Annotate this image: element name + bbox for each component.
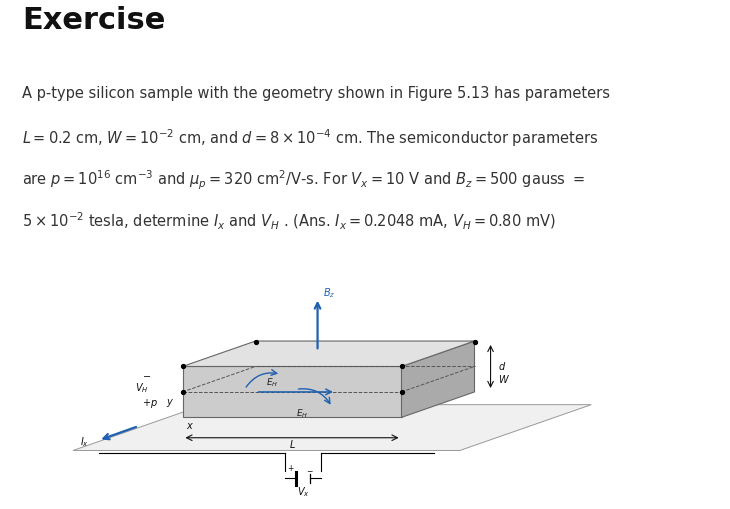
Text: $-$: $-$ bbox=[142, 370, 152, 380]
Text: $L = 0.2$ cm, $W = 10^{-2}$ cm, and $d = 8 \times 10^{-4}$ cm. The semiconductor: $L = 0.2$ cm, $W = 10^{-2}$ cm, and $d =… bbox=[22, 127, 598, 149]
Text: $L$: $L$ bbox=[288, 438, 296, 450]
Text: $x$: $x$ bbox=[186, 420, 194, 431]
Text: Exercise: Exercise bbox=[22, 7, 165, 36]
Text: $E_H$: $E_H$ bbox=[296, 407, 308, 420]
Text: are $p = 10^{16}$ cm$^{-3}$ and $\mu_p = 320$ cm$^2$/V-s. For $V_x = 10$ V and $: are $p = 10^{16}$ cm$^{-3}$ and $\mu_p =… bbox=[22, 169, 585, 192]
Polygon shape bbox=[402, 341, 475, 417]
Polygon shape bbox=[182, 341, 474, 366]
Text: $V_H$: $V_H$ bbox=[135, 381, 149, 394]
Text: $I_x$: $I_x$ bbox=[80, 435, 89, 449]
Text: $5 \times 10^{-2}$ tesla, determine $I_x$ and $V_H$ . (Ans. $I_x = 0.2048$ mA, $: $5 \times 10^{-2}$ tesla, determine $I_x… bbox=[22, 211, 556, 232]
Text: $B_z$: $B_z$ bbox=[323, 286, 336, 300]
Polygon shape bbox=[73, 405, 591, 450]
Polygon shape bbox=[182, 366, 402, 417]
Text: $+$: $+$ bbox=[287, 463, 294, 473]
Text: $y$: $y$ bbox=[166, 397, 174, 409]
Text: A p-type silicon sample with the geometry shown in Figure 5.13 has parameters: A p-type silicon sample with the geometr… bbox=[22, 86, 610, 100]
Text: $+p$: $+p$ bbox=[142, 397, 158, 410]
Text: $-$: $-$ bbox=[306, 465, 313, 474]
Text: $d$: $d$ bbox=[498, 360, 506, 373]
Text: $W$: $W$ bbox=[498, 373, 510, 385]
Text: $E_H$: $E_H$ bbox=[266, 377, 279, 389]
Text: $V_x$: $V_x$ bbox=[296, 485, 310, 498]
